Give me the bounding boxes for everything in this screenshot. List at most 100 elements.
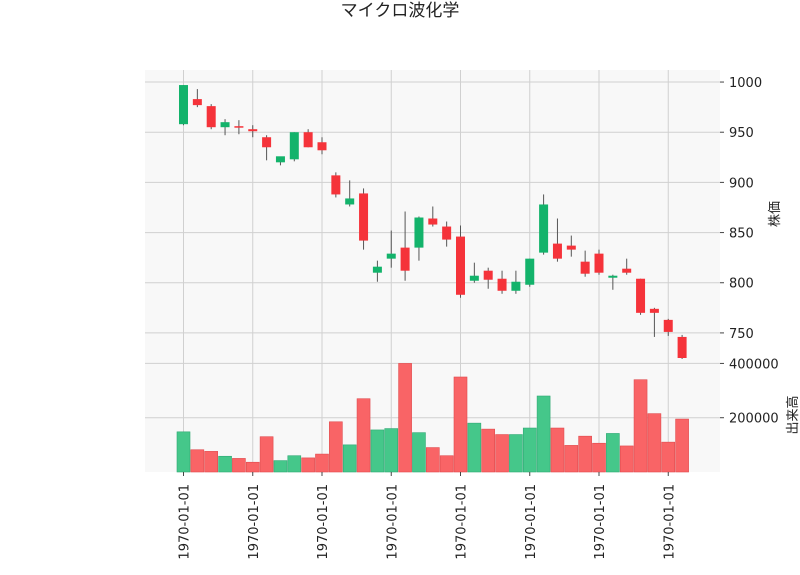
- volume-bar: [522, 427, 537, 473]
- volume-bar: [218, 455, 232, 473]
- volume-bar: [245, 461, 260, 473]
- price-tick-label: 800: [729, 277, 754, 292]
- volume-bar: [481, 428, 496, 473]
- volume-bar: [606, 433, 620, 473]
- candle: [234, 120, 244, 135]
- candle-body: [331, 175, 341, 195]
- candle-body: [289, 132, 299, 160]
- volume-tick-labels: 200000 400000: [720, 357, 779, 427]
- volume-bar: [232, 458, 246, 473]
- price-tick-label: 1000: [729, 76, 762, 91]
- candle: [275, 156, 285, 166]
- candle: [359, 188, 369, 250]
- candle: [580, 250, 590, 277]
- candle: [400, 211, 410, 281]
- volume-bar: [301, 457, 315, 473]
- x-tick-label: 1970-01-01: [593, 484, 608, 560]
- candle: [317, 137, 327, 155]
- candle-body: [442, 226, 452, 240]
- volume-bar: [342, 444, 357, 473]
- candle: [289, 132, 299, 162]
- volume-tick-label: 200000: [729, 412, 779, 427]
- volume-bar: [536, 395, 551, 473]
- volume-bar: [370, 429, 385, 473]
- candle-body: [372, 266, 382, 273]
- candle: [428, 206, 438, 227]
- candle-body: [386, 253, 396, 259]
- candle-body: [580, 261, 590, 274]
- volume-bar: [356, 398, 371, 473]
- candle-body: [248, 129, 258, 132]
- price-tick-label: 950: [729, 126, 754, 141]
- volume-bar: [190, 449, 205, 473]
- volume-tick-label: 400000: [729, 357, 779, 372]
- volume-bars: [176, 363, 689, 473]
- candle-body: [400, 247, 410, 271]
- candle: [525, 258, 535, 287]
- candles: [179, 85, 687, 360]
- price-axis-label: 株価: [768, 201, 783, 227]
- volume-bar: [564, 445, 579, 473]
- candle: [331, 172, 341, 198]
- volume-bar: [204, 451, 218, 473]
- candle-body: [594, 253, 604, 273]
- candle: [594, 249, 604, 275]
- x-tick-label: 1970-01-01: [178, 484, 193, 560]
- candle-body: [414, 217, 424, 248]
- candle-body: [469, 275, 479, 281]
- candle: [386, 230, 396, 268]
- candle-body: [552, 243, 562, 259]
- price-grid: [145, 70, 720, 358]
- candle: [414, 216, 424, 261]
- volume-bar: [550, 427, 565, 473]
- candle: [262, 135, 272, 161]
- candle-body: [345, 198, 355, 205]
- candle-body: [192, 99, 202, 106]
- x-tick-label: 1970-01-01: [455, 484, 470, 560]
- candle: [372, 260, 382, 282]
- candle: [511, 270, 521, 294]
- volume-bar: [439, 455, 454, 473]
- candle-body: [303, 132, 313, 148]
- volume-bar: [259, 436, 274, 473]
- volume-axis-label: 出来高: [785, 395, 800, 434]
- candle: [469, 262, 479, 283]
- volume-bar: [675, 418, 689, 473]
- candle-body: [179, 85, 188, 125]
- candle-body: [317, 142, 327, 151]
- candle: [345, 180, 355, 207]
- candle-body: [220, 122, 230, 128]
- volume-bar: [398, 363, 412, 473]
- volume-bar: [467, 422, 482, 473]
- candle: [303, 129, 313, 148]
- candle-body: [677, 336, 687, 358]
- candle: [663, 318, 673, 336]
- candle-body: [456, 236, 465, 295]
- candle: [649, 307, 659, 337]
- candle: [608, 274, 618, 290]
- candle: [179, 85, 188, 126]
- candle-body: [483, 270, 493, 280]
- x-tick-label: 1970-01-01: [385, 484, 400, 560]
- candle: [206, 104, 216, 130]
- volume-bar: [495, 434, 509, 473]
- volume-bar: [412, 432, 426, 473]
- x-tick-label: 1970-01-01: [247, 484, 262, 560]
- candle: [192, 89, 202, 108]
- price-tick-label: 850: [729, 227, 754, 242]
- candle-body: [275, 156, 285, 163]
- candle: [622, 258, 632, 275]
- candle-body: [497, 278, 507, 291]
- price-tick-label: 900: [729, 176, 754, 191]
- candle: [442, 221, 452, 247]
- candle: [677, 334, 687, 360]
- candle-body: [663, 319, 673, 332]
- candle-body: [636, 278, 646, 313]
- candle-body: [566, 245, 576, 250]
- candle-body: [525, 258, 535, 285]
- volume-bar: [592, 442, 606, 473]
- candle: [636, 278, 646, 315]
- candle-body: [539, 204, 549, 253]
- candle: [456, 225, 465, 298]
